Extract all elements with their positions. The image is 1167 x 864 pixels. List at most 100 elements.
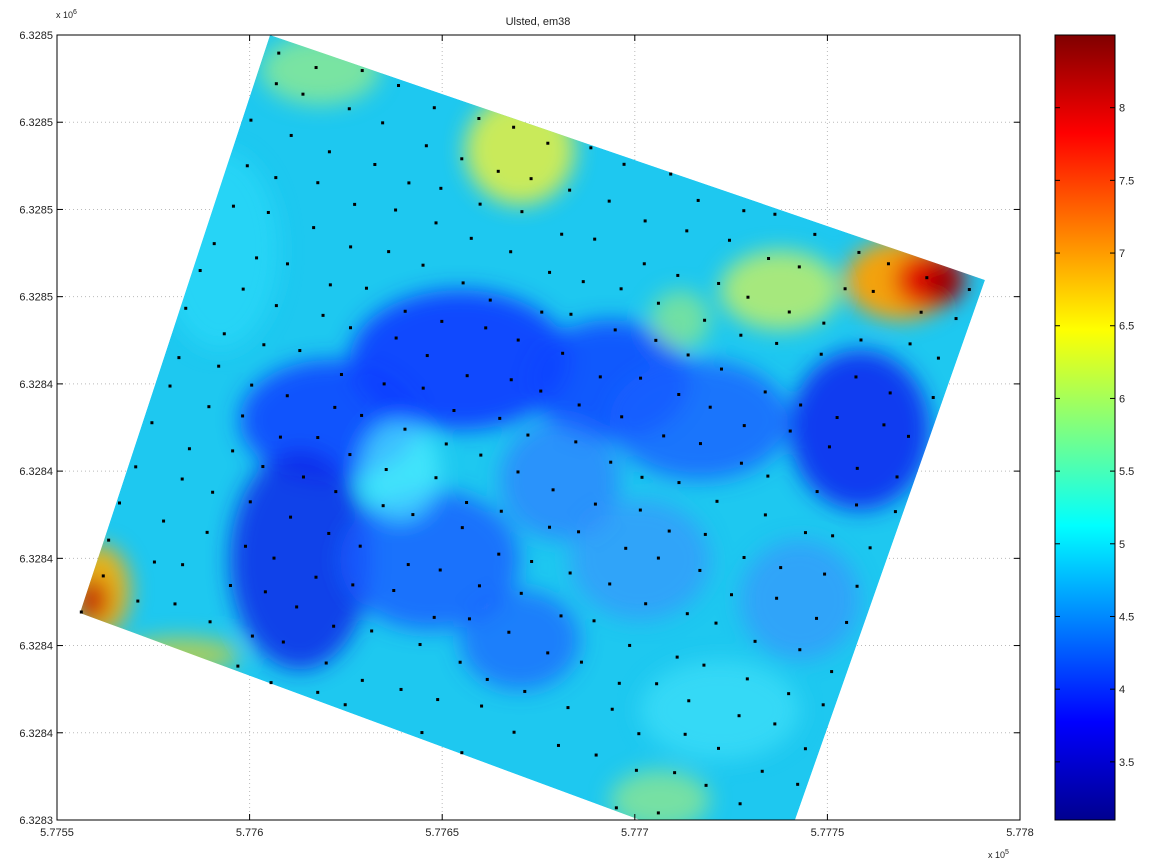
- sample-point: [512, 125, 516, 129]
- sample-point: [364, 286, 368, 290]
- sample-point: [332, 624, 336, 628]
- colorbar-tick-label: 6: [1119, 393, 1125, 405]
- sample-point: [614, 806, 618, 810]
- sample-point: [546, 141, 550, 145]
- sample-point: [168, 384, 172, 388]
- sample-point: [314, 575, 318, 579]
- sample-point: [184, 306, 188, 310]
- sample-point: [79, 610, 83, 614]
- colorbar-tick-label: 8: [1119, 103, 1125, 115]
- sample-point: [540, 310, 544, 314]
- sample-point: [360, 413, 364, 417]
- sample-point: [821, 703, 825, 707]
- sample-point: [316, 690, 320, 694]
- sample-point: [421, 386, 425, 390]
- sample-point: [613, 328, 617, 332]
- sample-point: [638, 508, 642, 512]
- sample-point: [703, 318, 707, 322]
- sample-point: [893, 510, 897, 514]
- sample-point: [458, 660, 462, 664]
- sample-point: [324, 661, 328, 665]
- sample-point: [485, 677, 489, 681]
- sample-point: [859, 338, 863, 342]
- sample-point: [248, 500, 252, 504]
- sample-point: [696, 198, 700, 202]
- colorbar-tick-label: 4.5: [1119, 611, 1134, 623]
- sample-point: [263, 590, 267, 594]
- sample-point: [598, 375, 602, 379]
- sample-point: [742, 209, 746, 213]
- colorbar-tick-label: 5.5: [1119, 466, 1134, 478]
- sample-point: [425, 354, 429, 358]
- sample-point: [855, 466, 859, 470]
- sample-point: [250, 383, 254, 387]
- sample-point: [529, 177, 533, 181]
- sample-point: [241, 414, 245, 418]
- sample-point: [608, 582, 612, 586]
- sample-point: [888, 391, 892, 395]
- sample-point: [236, 664, 240, 668]
- sample-point: [421, 263, 425, 267]
- sample-point: [742, 424, 746, 428]
- sample-point: [519, 591, 523, 595]
- sample-point: [685, 229, 689, 233]
- sample-point: [662, 434, 666, 438]
- sample-point: [497, 552, 501, 556]
- sample-point: [217, 364, 221, 368]
- sample-point: [520, 210, 524, 214]
- sample-point: [704, 783, 708, 787]
- sample-point: [675, 655, 679, 659]
- sample-point: [469, 236, 473, 240]
- sample-point: [798, 648, 802, 652]
- sample-point: [479, 453, 483, 457]
- sample-point: [868, 546, 872, 550]
- sample-point: [509, 378, 513, 382]
- sample-point: [432, 615, 436, 619]
- sample-point: [360, 678, 364, 682]
- x-tick-label: 5.777: [621, 827, 649, 839]
- sample-point: [394, 208, 398, 212]
- sample-point: [919, 310, 923, 314]
- sample-point: [589, 146, 593, 150]
- sample-point: [775, 341, 779, 345]
- sample-point: [381, 121, 385, 125]
- sample-point: [228, 584, 232, 588]
- sample-point: [530, 559, 534, 563]
- sample-point: [886, 262, 890, 266]
- sample-point: [763, 513, 767, 517]
- sample-point: [799, 403, 803, 407]
- sample-point: [717, 746, 721, 750]
- sample-point: [574, 440, 578, 444]
- sample-point: [349, 326, 353, 330]
- sample-point: [351, 583, 355, 587]
- sample-point: [656, 301, 660, 305]
- sample-point: [499, 509, 503, 513]
- y-tick-label: 6.3283: [19, 815, 53, 827]
- sample-point: [967, 288, 971, 292]
- sample-point: [746, 295, 750, 299]
- sample-point: [347, 107, 351, 111]
- sample-point: [150, 421, 154, 425]
- sample-point: [686, 353, 690, 357]
- y-tick-label: 6.3284: [19, 641, 53, 653]
- sample-point: [328, 283, 332, 287]
- sample-point: [548, 525, 552, 529]
- sample-point: [117, 501, 121, 505]
- sample-point: [478, 202, 482, 206]
- sample-point: [274, 176, 278, 180]
- sample-point: [231, 204, 235, 208]
- colorbar-tick-label: 5: [1119, 539, 1125, 551]
- sample-point: [895, 475, 899, 479]
- sample-point: [321, 313, 325, 317]
- sample-point: [548, 270, 552, 274]
- sample-point: [316, 181, 320, 185]
- sample-point: [101, 574, 105, 578]
- sample-point: [843, 287, 847, 291]
- sample-point: [334, 490, 338, 494]
- sample-point: [677, 392, 681, 396]
- sample-point: [739, 461, 743, 465]
- sample-point: [610, 707, 614, 711]
- colorbar-tick-label: 7.5: [1119, 175, 1134, 187]
- colorbar-ticks: 8 7.5 7 6.5 6 5.5 5 4.5 4 3.5: [1055, 103, 1134, 769]
